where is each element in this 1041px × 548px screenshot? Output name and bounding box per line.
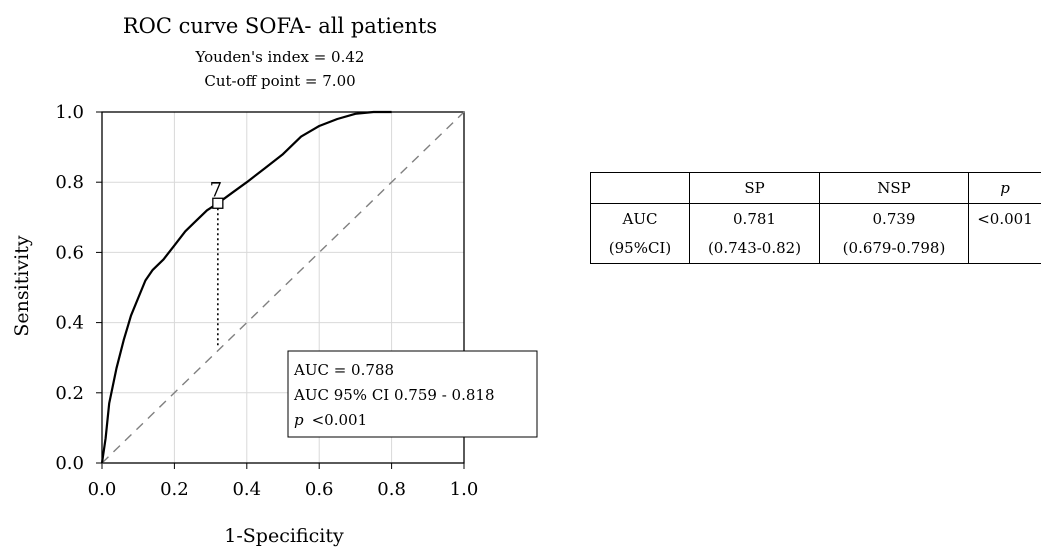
x-axis-label: 1-Specificity xyxy=(224,525,344,547)
table-row: AUC 0.781 0.739 <0.001 xyxy=(590,203,1041,233)
table-row: SP NSP p xyxy=(590,172,1041,204)
x-tick-label: 0.4 xyxy=(232,479,261,500)
cutoff-point-label: 7 xyxy=(209,177,222,201)
x-tick-label: 0.6 xyxy=(305,479,334,500)
legend-p-symbol: p xyxy=(294,411,304,429)
chart-subtitle-youden: Youden's index = 0.42 xyxy=(195,48,365,66)
table-header-cell: p xyxy=(968,172,1041,204)
table-header-cell: NSP xyxy=(819,172,969,204)
roc-curve-line xyxy=(100,110,392,464)
y-tick-label: 0.6 xyxy=(55,242,84,263)
table-cell: AUC xyxy=(590,203,690,233)
plot-frame xyxy=(101,111,465,464)
table-header-cell: SP xyxy=(689,172,820,204)
legend-auc: AUC = 0.788 xyxy=(293,361,394,379)
chart-subtitle-cutoff: Cut-off point = 7.00 xyxy=(204,72,355,90)
y-tick-label: 0.0 xyxy=(55,453,84,474)
roc-chart: ROC curve SOFA- all patients Youden's in… xyxy=(11,14,538,547)
table-cell: 0.781 xyxy=(689,203,820,233)
y-tick-label: 0.8 xyxy=(55,172,84,193)
legend-box-frame xyxy=(287,350,538,438)
table-cell: 0.739 xyxy=(819,203,969,233)
table-cell xyxy=(968,233,1041,264)
table-cell: (95%CI) xyxy=(590,233,690,264)
reference-diagonal-line xyxy=(101,111,465,464)
table-row: (95%CI) (0.743-0.82) (0.679-0.798) xyxy=(590,233,1041,264)
legend-p: p <0.001 xyxy=(294,411,367,429)
x-tick-label: 1.0 xyxy=(450,479,479,500)
chart-title: ROC curve SOFA- all patients xyxy=(123,14,437,38)
y-tick-label: 0.2 xyxy=(55,383,84,404)
y-tick-label: 1.0 xyxy=(55,102,84,123)
x-tick-label: 0.0 xyxy=(88,479,117,500)
table-header-cell xyxy=(590,172,690,204)
stats-table: SP NSP p AUC 0.781 0.739 <0.001 (95%CI) … xyxy=(590,172,1041,264)
x-tick-label: 0.8 xyxy=(377,479,406,500)
legend-p-value: <0.001 xyxy=(312,411,368,429)
x-tick-label: 0.2 xyxy=(160,479,189,500)
table-cell: (0.743-0.82) xyxy=(689,233,820,264)
table-cell: (0.679-0.798) xyxy=(819,233,969,264)
legend-box: AUC = 0.788 AUC 95% CI 0.759 - 0.818 p <0… xyxy=(287,350,538,438)
cutoff-point-marker xyxy=(212,197,224,209)
legend-ci: AUC 95% CI 0.759 - 0.818 xyxy=(293,386,495,404)
table-cell: <0.001 xyxy=(968,203,1041,233)
y-axis-label: Sensitivity xyxy=(11,235,33,336)
y-tick-label: 0.4 xyxy=(55,313,84,334)
